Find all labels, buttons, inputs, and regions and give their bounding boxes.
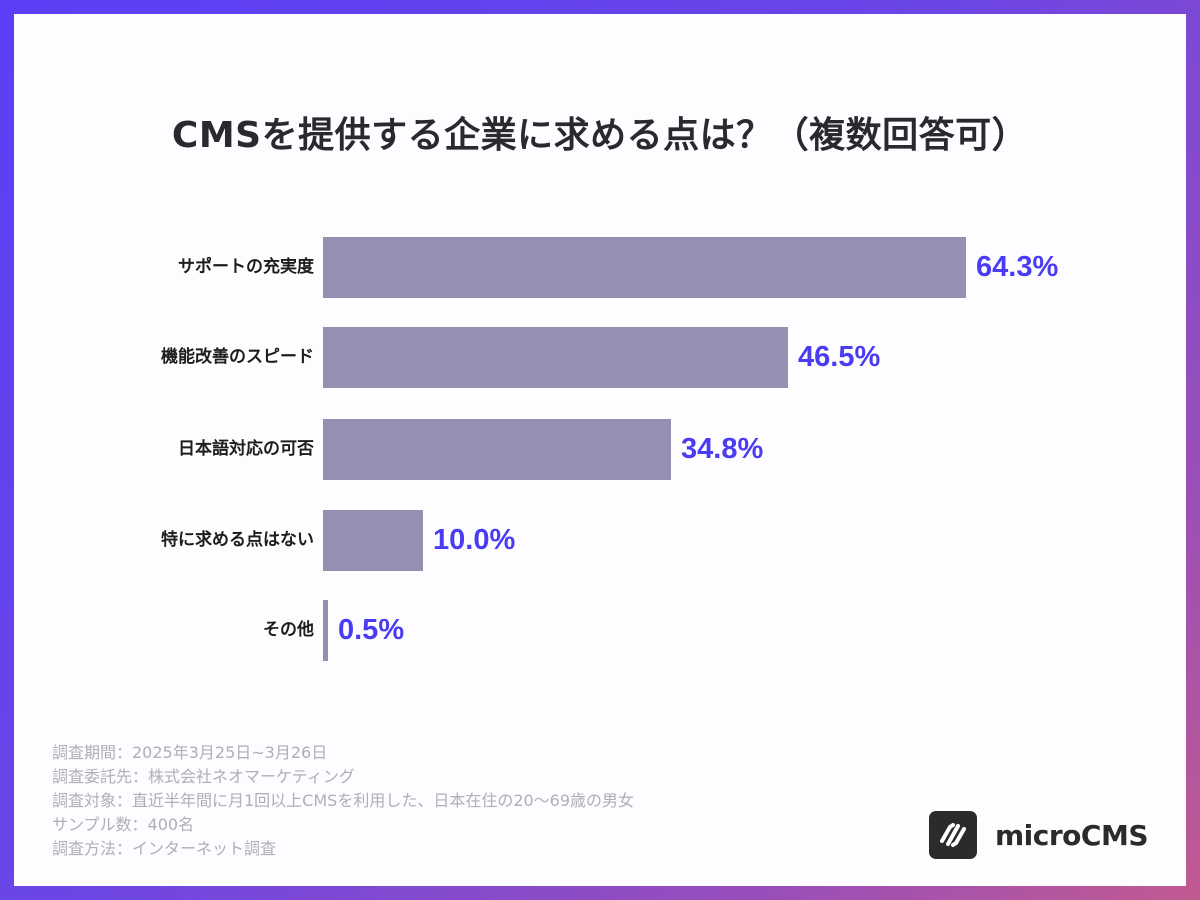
microcms-logo-icon: [929, 811, 977, 859]
note-contractor: 調査委託先：株式会社ネオマーケティング: [52, 767, 355, 786]
bar-row: 機能改善のスピード 46.5%: [14, 327, 1186, 388]
bar-value: 46.5%: [798, 341, 881, 373]
brand-logo: microCMS: [929, 810, 1149, 860]
bar-row: 特に求める点はない 10.0%: [14, 510, 1186, 571]
note-sample: サンプル数：400名: [52, 815, 195, 834]
note-method: 調査方法：インターネット調査: [52, 839, 277, 858]
bar-label: 日本語対応の可否: [178, 439, 314, 459]
bar-row: その他 0.5%: [14, 600, 1186, 661]
bar: [323, 600, 328, 661]
bar: [323, 419, 671, 480]
bar-label: その他: [263, 620, 314, 640]
chart-title: CMSを提供する企業に求める点は？（複数回答可）: [171, 115, 1029, 156]
bar: [323, 237, 966, 298]
bar-value: 10.0%: [433, 524, 516, 556]
bar-value: 0.5%: [338, 614, 405, 646]
bar-row: サポートの充実度 64.3%: [14, 237, 1186, 298]
bar-label: 機能改善のスピード: [161, 347, 314, 367]
bar: [323, 510, 423, 571]
note-period: 調査期間：2025年3月25日~3月26日: [52, 743, 328, 762]
bar-value: 64.3%: [976, 251, 1059, 283]
bar-value: 34.8%: [681, 433, 764, 465]
bar: [323, 327, 788, 388]
note-target: 調査対象：直近半年間に月1回以上CMSを利用した、日本在住の20〜69歳の男女: [52, 791, 635, 810]
bar-row: 日本語対応の可否 34.8%: [14, 419, 1186, 480]
bar-label: サポートの充実度: [178, 257, 314, 277]
survey-notes: 調査期間：2025年3月25日~3月26日 調査委託先：株式会社ネオマーケティン…: [52, 741, 634, 861]
brand-name: microCMS: [995, 818, 1149, 852]
bar-label: 特に求める点はない: [161, 530, 314, 550]
chart-card: CMSを提供する企業に求める点は？（複数回答可） サポートの充実度 64.3% …: [14, 14, 1186, 886]
